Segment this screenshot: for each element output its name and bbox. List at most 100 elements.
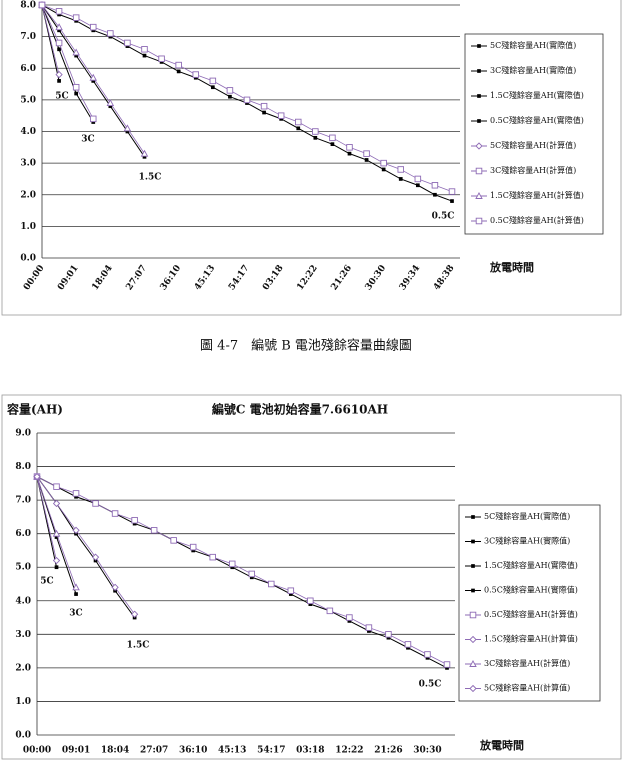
marker [91,553,100,561]
y-tick-label: 8.0 [15,462,31,472]
legend-label: 3C殘餘容量AH(計算值) [490,165,576,175]
marker [448,188,456,195]
figure-caption: 圖 4-7 編號 B 電池殘餘容量曲線圖 [200,338,412,354]
marker [38,1,46,9]
y-tick-label: 2.0 [20,190,36,200]
annotation: 0.5C [432,212,455,222]
series-line [41,4,94,120]
marker [209,77,217,85]
marker [431,182,439,189]
x-tick-label: 21:26 [374,746,402,756]
marker [415,183,420,188]
marker [475,192,483,199]
marker [312,128,319,135]
marker [329,134,336,142]
marker [130,610,139,618]
marker [124,39,131,47]
marker [346,144,353,151]
marker [89,73,98,81]
marker [363,150,370,157]
y-tick-label: 1.0 [20,222,36,232]
x-tick-label: 09:01 [62,746,90,756]
marker [469,635,477,644]
x-tick-label: 21:26 [330,263,354,292]
marker [385,631,392,638]
marker [443,661,451,668]
marker [228,94,232,99]
marker [475,142,483,150]
marker [209,553,216,561]
y-tick-label: 5.0 [15,563,31,573]
marker [268,580,275,588]
marker [33,472,41,481]
marker [111,583,119,591]
marker [111,510,119,517]
marker [307,597,314,605]
marker [189,543,197,551]
marker [131,516,138,524]
series-line [41,4,94,123]
marker [55,39,63,47]
marker [347,151,352,156]
marker [260,102,268,110]
marker [477,69,481,73]
marker [404,641,412,648]
legend-label: 5C殘餘容量AH(計算值) [490,140,576,150]
marker [450,199,454,203]
marker [72,83,80,91]
marker [469,684,477,693]
marker [53,483,60,490]
y-tick-label: 0.0 [15,731,31,741]
legend-label: 1.5C殘餘容量AH(計算值) [490,190,584,200]
marker [226,87,234,94]
marker [364,158,369,162]
marker [52,499,61,508]
marker [424,651,431,658]
marker [477,119,481,123]
x-tick-label: 00:00 [22,263,46,292]
marker [55,8,63,15]
x-tick-label: 30:30 [364,263,388,292]
x-tick-label: 45:13 [218,746,246,756]
marker [477,44,481,48]
marker [123,124,132,132]
marker [330,142,335,146]
marker [262,110,266,115]
marker [277,112,285,119]
annotation: 3C [81,135,94,145]
marker [52,529,61,537]
marker [52,556,61,565]
marker [175,61,182,69]
legend-label: 5C殘餘容量AH(實際值) [490,40,576,50]
legend-label: 0.5C殘餘容量AH(計算值) [490,215,584,225]
marker [313,135,318,140]
y-tick-label: 8.0 [20,1,36,11]
y-tick-label: 4.0 [15,596,31,606]
y-tick-label: 4.0 [20,127,36,137]
legend-label: 3C殘餘容量AH(計算值) [484,658,570,668]
legend-label: 1.5C殘餘容量AH(實際值) [490,90,584,100]
legend-label: 0.5C殘餘容量AH(實際值) [484,585,578,595]
annotation: 1.5C [139,173,162,183]
x-tick-label: 39:34 [398,263,422,292]
marker [365,624,373,631]
legend-label: 0.5C殘餘容量AH(實際值) [490,115,584,125]
marker [106,99,115,106]
marker [92,500,99,507]
x-tick-label: 45:13 [193,263,217,292]
marker [471,515,475,519]
legend-box [458,504,601,702]
marker [72,526,80,534]
legend-label: 5C殘餘容量AH(計算值) [484,683,570,693]
series-line [36,476,135,615]
x-tick-label: 09:01 [56,263,80,292]
x-tick-label: 36:10 [179,746,207,756]
marker [141,46,148,53]
marker [326,607,334,615]
series-line [36,476,448,665]
chart-title: 編號C 電池初始容量7.6610AH [212,402,388,417]
marker [72,490,80,497]
y-tick-label: 3.0 [15,630,31,640]
